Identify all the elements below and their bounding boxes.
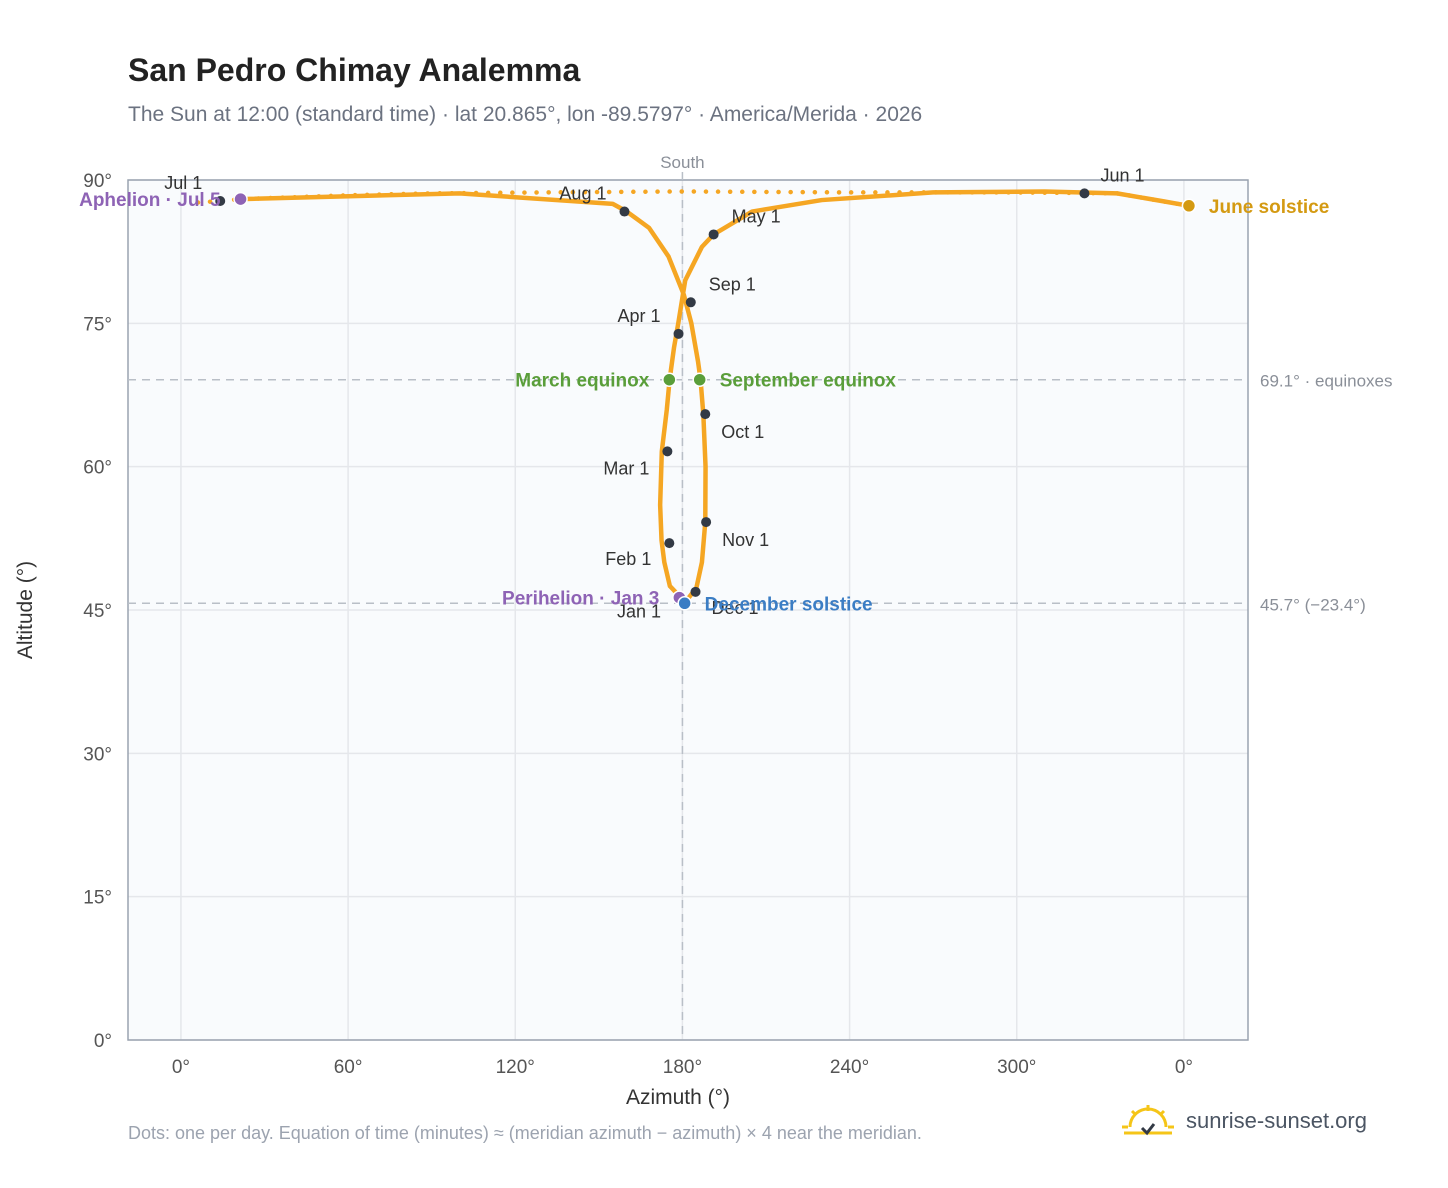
x-tick-label: 60° [334,1057,363,1078]
month-label: May 1 [732,206,781,226]
event-marker [233,191,248,207]
y-tick-label: 60° [83,458,112,479]
event-marker [692,372,707,387]
y-tick-label: 15° [83,888,112,909]
brand-name: sunrise-sunset.org [1186,1108,1367,1133]
event-marker [1181,198,1197,214]
month-label: Jun 1 [1100,165,1144,185]
footnote: Dots: one per day. Equation of time (min… [128,1123,922,1143]
month-label: Jan 1 [617,602,661,622]
month-label: Nov 1 [722,530,769,550]
month-marker [1079,188,1090,199]
y-tick-label: 90° [83,171,112,192]
event-label: December solstice [705,594,873,615]
y-tick-label: 30° [83,744,112,765]
event-label: March equinox [515,371,650,392]
event-label: Aphelion · Jul 5 [79,190,221,211]
month-label: Jul 1 [164,173,202,193]
month-marker [685,297,696,308]
x-tick-label: 240° [830,1057,869,1078]
x-tick-label: 0° [1175,1057,1193,1078]
x-axis-label: Azimuth (°) [626,1086,730,1109]
chart-title: San Pedro Chimay Analemma [128,52,581,88]
month-marker [708,229,719,240]
reference-line-label: 45.7° (−23.4°) [1260,595,1366,614]
month-label: Aug 1 [559,184,606,204]
y-tick-label: 75° [83,314,112,335]
month-marker [701,517,712,528]
x-tick-label: 120° [496,1057,535,1078]
x-tick-label: 180° [663,1057,702,1078]
month-label: Oct 1 [721,422,764,442]
month-marker [662,446,673,457]
event-label: Perihelion · Jan 3 [502,589,659,610]
plot-border [127,179,1249,1041]
month-marker [215,196,226,207]
month-marker [619,206,630,217]
month-marker [673,328,684,339]
event-label: September equinox [720,371,897,392]
y-tick-label: 0° [94,1031,112,1052]
brand[interactable]: sunrise-sunset.org [1120,1103,1367,1139]
month-label: Mar 1 [603,458,649,478]
y-axis-label: Altitude (°) [14,561,37,659]
month-label: Dec 1 [712,598,759,618]
x-tick-label: 0° [172,1057,190,1078]
month-label: Sep 1 [709,274,756,294]
event-marker [677,596,692,611]
month-label: Feb 1 [605,549,651,569]
reference-line-label: 69.1° · equinoxes [1260,372,1393,391]
event-marker [662,372,677,387]
y-tick-label: 45° [83,601,112,622]
sun-logo-icon [1122,1105,1174,1136]
month-marker [664,538,675,549]
x-tick-label: 300° [997,1057,1036,1078]
month-marker [700,409,711,420]
month-marker [690,586,701,597]
month-label: Apr 1 [617,306,660,326]
event-label: June solstice [1209,197,1329,218]
meridian-label: South [660,153,704,172]
chart-subtitle: The Sun at 12:00 (standard time) · lat 2… [128,103,923,126]
